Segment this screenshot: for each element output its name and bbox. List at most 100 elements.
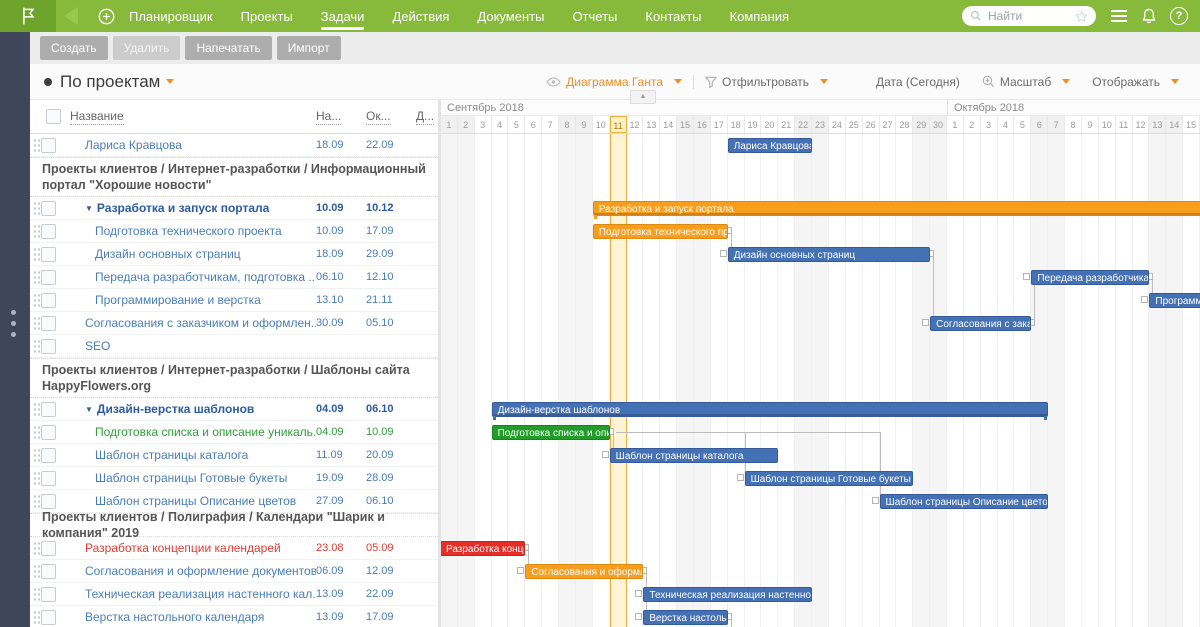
gantt-bar[interactable]: Подготовка технического проекта bbox=[592, 224, 728, 239]
table-row[interactable]: Согласования с заказчиком и оформлен... 3… bbox=[30, 312, 438, 335]
star-icon[interactable] bbox=[1075, 9, 1088, 23]
task-name-link[interactable]: Дизайн основных страниц bbox=[95, 247, 241, 261]
row-checkbox[interactable] bbox=[41, 401, 56, 417]
app-logo[interactable] bbox=[0, 0, 56, 32]
table-row[interactable]: Разработка концепции календарей 23.08 05.0… bbox=[30, 537, 438, 560]
table-row[interactable]: Лариса Кравцова 18.09 22.09 bbox=[30, 134, 438, 157]
drag-handle-icon[interactable] bbox=[33, 138, 41, 152]
gantt-bar[interactable]: Лариса Кравцова bbox=[727, 138, 813, 153]
drag-handle-icon[interactable] bbox=[33, 425, 41, 439]
gantt-bar[interactable]: Техническая реализация настенного кален.… bbox=[643, 587, 813, 602]
drag-handle-icon[interactable] bbox=[33, 610, 41, 624]
link-handle[interactable] bbox=[635, 613, 643, 620]
drag-handle-icon[interactable] bbox=[33, 448, 41, 462]
link-handle[interactable] bbox=[1023, 273, 1031, 280]
rail-menu-dots[interactable] bbox=[11, 304, 19, 344]
gantt-bar[interactable]: Дизайн-верстка шаблонов bbox=[491, 402, 1049, 420]
task-name-link[interactable]: Передача разработчикам, подготовка ... bbox=[95, 270, 316, 284]
row-checkbox[interactable] bbox=[41, 137, 56, 153]
search-input[interactable]: Найти bbox=[962, 6, 1096, 26]
scale-control[interactable]: Масштаб bbox=[971, 75, 1081, 89]
row-checkbox[interactable] bbox=[41, 315, 56, 331]
row-checkbox[interactable] bbox=[41, 586, 56, 602]
gantt-bar[interactable]: Согласования с заказчи... bbox=[930, 316, 1032, 331]
gantt-bar[interactable]: Передача разработчикам, по... bbox=[1031, 270, 1150, 285]
title-caret-icon[interactable] bbox=[166, 79, 175, 84]
collapse-triangle-icon[interactable]: ▼ bbox=[85, 405, 93, 414]
task-name-link[interactable]: Шаблон страницы Описание цветов bbox=[95, 494, 297, 508]
gantt-bar[interactable]: Дизайн основных страниц bbox=[727, 247, 931, 262]
task-name-link[interactable]: Техническая реализация настенного кал... bbox=[85, 587, 316, 601]
select-all-checkbox[interactable] bbox=[46, 109, 61, 124]
toolbar-button-Создать[interactable]: Создать bbox=[40, 36, 108, 60]
task-name-link[interactable]: Разработка концепции календарей bbox=[85, 541, 281, 555]
drag-handle-icon[interactable] bbox=[33, 270, 41, 284]
menu-item-Планировщик[interactable]: Планировщик bbox=[129, 8, 213, 24]
column-header-end[interactable]: Ок... bbox=[366, 108, 391, 125]
toolbar-button-Напечатать[interactable]: Напечатать bbox=[185, 36, 272, 60]
task-name-link[interactable]: Шаблон страницы каталога bbox=[95, 448, 249, 462]
gantt-bar[interactable]: Верстка настольно... bbox=[643, 610, 728, 625]
table-row[interactable]: Программирование и верстка 13.10 21.11 bbox=[30, 289, 438, 312]
row-checkbox[interactable] bbox=[41, 292, 56, 308]
link-handle[interactable] bbox=[736, 474, 744, 481]
row-checkbox[interactable] bbox=[41, 424, 56, 440]
table-row[interactable]: Шаблон страницы Описание цветов 27.09 06.1… bbox=[30, 490, 438, 513]
row-checkbox[interactable] bbox=[41, 338, 56, 354]
row-checkbox[interactable] bbox=[41, 200, 56, 216]
table-row[interactable]: Передача разработчикам, подготовка ... 06… bbox=[30, 266, 438, 289]
link-handle[interactable] bbox=[601, 451, 609, 458]
task-name-link[interactable]: Согласования с заказчиком и оформлен... bbox=[85, 316, 316, 330]
drag-handle-icon[interactable] bbox=[33, 247, 41, 261]
row-checkbox[interactable] bbox=[41, 493, 56, 509]
drag-handle-icon[interactable] bbox=[33, 339, 41, 353]
task-name-link[interactable]: Подготовка технического проекта bbox=[95, 224, 282, 238]
drag-handle-icon[interactable] bbox=[33, 224, 41, 238]
link-handle[interactable] bbox=[1141, 296, 1149, 303]
link-handle[interactable] bbox=[635, 590, 643, 597]
gantt-bar[interactable]: Подготовка списка и описан... bbox=[491, 425, 610, 440]
drag-handle-icon[interactable] bbox=[33, 587, 41, 601]
gantt-bar[interactable]: Шаблон страницы Описание цветов bbox=[879, 494, 1049, 509]
row-checkbox[interactable] bbox=[41, 470, 56, 486]
row-checkbox[interactable] bbox=[41, 269, 56, 285]
task-name-link[interactable]: Согласования и оформление документов bbox=[85, 564, 316, 578]
drag-handle-icon[interactable] bbox=[33, 316, 41, 330]
menu-item-Проекты[interactable]: Проекты bbox=[240, 8, 293, 24]
gantt-bar[interactable]: Шаблон страницы каталога bbox=[609, 448, 779, 463]
hamburger-menu-icon[interactable] bbox=[1110, 9, 1128, 23]
link-handle[interactable] bbox=[517, 567, 525, 574]
table-row[interactable]: Подготовка технического проекта 10.09 17.0… bbox=[30, 220, 438, 243]
gantt-bar[interactable]: Программир... bbox=[1149, 293, 1200, 308]
page-title[interactable]: По проектам bbox=[60, 71, 161, 91]
gantt-bar[interactable]: Разработка концеп... bbox=[441, 541, 526, 556]
task-name-link[interactable]: Верстка настольного календаря bbox=[85, 610, 265, 624]
gantt-scroll-up-button[interactable]: ▲ bbox=[630, 90, 656, 104]
toolbar-button-Импорт[interactable]: Импорт bbox=[276, 36, 341, 60]
panel-splitter[interactable] bbox=[438, 100, 441, 627]
menu-item-Задачи[interactable]: Задачи bbox=[320, 0, 364, 32]
display-control[interactable]: Отображать bbox=[1081, 75, 1190, 89]
table-row[interactable]: Подготовка списка и описание уникаль... 0… bbox=[30, 421, 438, 444]
help-icon[interactable]: ? bbox=[1170, 7, 1188, 25]
table-row[interactable]: ▼ Разработка и запуск портала 10.09 10.12 bbox=[30, 197, 438, 220]
table-row[interactable]: ▼ Дизайн-верстка шаблонов 04.09 06.10 bbox=[30, 398, 438, 421]
link-handle[interactable] bbox=[922, 319, 930, 326]
table-row[interactable]: Техническая реализация настенного кал...… bbox=[30, 583, 438, 606]
table-row[interactable]: Шаблон страницы Готовые букеты 19.09 28.09 bbox=[30, 467, 438, 490]
task-name-link[interactable]: Лариса Кравцова bbox=[85, 138, 182, 152]
menu-item-Компания[interactable]: Компания bbox=[729, 8, 790, 24]
task-name-link[interactable]: Подготовка списка и описание уникаль... bbox=[95, 425, 316, 439]
table-row[interactable]: SEO bbox=[30, 335, 438, 358]
menu-item-Отчеты[interactable]: Отчеты bbox=[572, 8, 618, 24]
gantt-bar[interactable]: Шаблон страницы Готовые букеты bbox=[744, 471, 914, 486]
drag-handle-icon[interactable] bbox=[33, 293, 41, 307]
menu-item-Документы[interactable]: Документы bbox=[477, 8, 545, 24]
task-name-link[interactable]: ▼ Разработка и запуск портала bbox=[85, 201, 270, 215]
row-checkbox[interactable] bbox=[41, 246, 56, 262]
column-header-duration[interactable]: Д... bbox=[416, 108, 435, 125]
task-name-link[interactable]: SEO bbox=[85, 339, 111, 353]
task-name-link[interactable]: Программирование и верстка bbox=[95, 293, 261, 307]
drag-handle-icon[interactable] bbox=[33, 471, 41, 485]
column-header-start[interactable]: На... bbox=[316, 108, 342, 125]
